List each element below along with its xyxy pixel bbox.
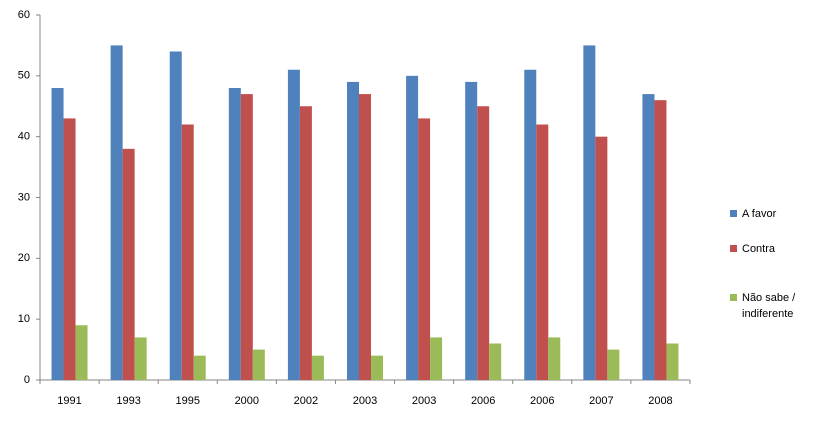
x-tick-label: 1991 xyxy=(57,395,81,407)
bar xyxy=(299,106,312,380)
bar xyxy=(477,106,490,380)
bar xyxy=(51,88,64,380)
x-tick-label: 2000 xyxy=(235,395,259,407)
legend-label: A favor xyxy=(742,208,777,220)
bar xyxy=(536,124,549,380)
y-tick-label: 10 xyxy=(18,313,30,325)
bar xyxy=(347,81,359,381)
legend-label: Contra xyxy=(742,243,776,255)
bar xyxy=(359,94,371,380)
bar xyxy=(110,45,123,381)
bar xyxy=(465,81,478,381)
bar xyxy=(548,337,561,380)
bar xyxy=(63,118,76,381)
legend-swatch xyxy=(730,210,737,217)
bar xyxy=(583,45,596,381)
bar xyxy=(607,349,620,380)
x-tick-label: 2003 xyxy=(412,395,436,407)
bar xyxy=(134,337,147,380)
x-tick-label: 1993 xyxy=(116,395,140,407)
bar xyxy=(311,355,324,380)
bar xyxy=(666,343,679,380)
y-tick-label: 0 xyxy=(24,374,30,386)
bar xyxy=(287,69,300,380)
y-tick-label: 20 xyxy=(18,252,30,264)
bar xyxy=(489,343,502,380)
y-tick-label: 50 xyxy=(18,70,30,82)
bar xyxy=(252,349,265,380)
bar xyxy=(240,94,253,380)
bar xyxy=(169,51,182,380)
bar xyxy=(228,88,241,380)
bar xyxy=(595,136,608,380)
x-tick-label: 2003 xyxy=(353,395,377,407)
x-tick-label: 2008 xyxy=(648,395,672,407)
legend-swatch xyxy=(730,245,737,252)
bar xyxy=(654,100,667,381)
legend-label: Não sabe / indiferente xyxy=(742,292,796,320)
bar xyxy=(418,118,431,381)
bar xyxy=(193,355,206,380)
bar xyxy=(524,69,537,380)
x-tick-label: 2006 xyxy=(530,395,554,407)
y-tick-label: 40 xyxy=(18,131,30,143)
bar xyxy=(430,337,443,380)
y-tick-label: 60 xyxy=(18,9,30,21)
x-tick-label: 2007 xyxy=(589,395,613,407)
x-tick-label: 1995 xyxy=(175,395,199,407)
bar xyxy=(406,75,419,380)
x-tick-label: 2006 xyxy=(471,395,495,407)
x-tick-label: 2002 xyxy=(294,395,318,407)
bar xyxy=(371,355,383,380)
bar xyxy=(181,124,194,380)
legend-swatch xyxy=(730,294,737,301)
y-tick-label: 30 xyxy=(18,191,30,203)
bar xyxy=(122,148,135,380)
bar xyxy=(75,325,88,380)
bar xyxy=(642,94,655,380)
